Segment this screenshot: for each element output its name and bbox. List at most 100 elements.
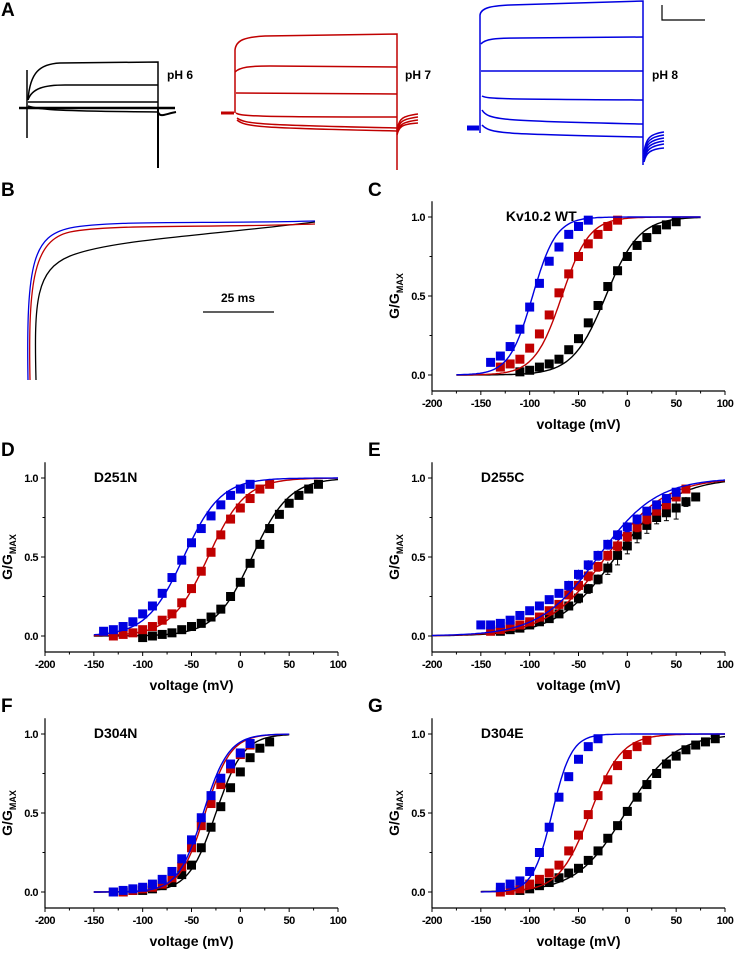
data-point bbox=[642, 735, 652, 745]
data-point bbox=[544, 868, 554, 878]
data-point bbox=[525, 343, 535, 353]
data-point bbox=[583, 318, 593, 328]
data-point bbox=[574, 252, 583, 261]
x-tick-label: 100 bbox=[330, 915, 347, 927]
data-point bbox=[226, 783, 236, 793]
y-tick-label: 0.5 bbox=[411, 291, 425, 303]
data-point bbox=[603, 775, 613, 785]
data-point bbox=[534, 874, 544, 884]
data-point bbox=[652, 500, 662, 510]
data-point bbox=[216, 802, 226, 812]
data-point bbox=[593, 300, 603, 310]
data-point bbox=[525, 879, 535, 889]
data-point bbox=[574, 580, 583, 590]
trace-family-ph7 bbox=[221, 33, 419, 170]
series-ph7 bbox=[456, 215, 701, 376]
x-tick-label: -100 bbox=[133, 915, 153, 927]
trace-ph7-5 bbox=[236, 117, 398, 129]
x-tick-label: -150 bbox=[84, 915, 104, 927]
chart-title: D255C bbox=[481, 469, 525, 485]
trace-ph6-2 bbox=[27, 84, 158, 101]
y-axis-label-subscript: MAX bbox=[395, 790, 405, 810]
data-point bbox=[147, 601, 157, 611]
data-point bbox=[486, 357, 496, 367]
x-tick-label: 100 bbox=[717, 915, 734, 927]
x-tick-label: -50 bbox=[571, 915, 586, 927]
series-ph8 bbox=[480, 733, 725, 893]
series-ph7 bbox=[480, 733, 725, 897]
data-point bbox=[652, 769, 662, 778]
data-point bbox=[226, 592, 236, 601]
series-ph6 bbox=[480, 734, 726, 895]
data-point bbox=[118, 885, 128, 895]
data-point bbox=[505, 879, 515, 889]
data-point bbox=[99, 626, 109, 636]
series-ph8 bbox=[93, 477, 338, 636]
x-tick-label: 0 bbox=[625, 915, 631, 927]
data-point bbox=[495, 882, 505, 892]
data-point bbox=[255, 539, 265, 549]
panel-c: C -200 -150 -100 -50 0 50 100 0.0 0.5 1.0 voltage (… bbox=[368, 180, 734, 432]
data-point bbox=[554, 354, 564, 364]
series-ph8 bbox=[431, 479, 726, 637]
panel-g: G -200 -150 -100 -50 0 50 100 0.0 0.5 1.0 voltage (… bbox=[368, 696, 734, 949]
data-point bbox=[554, 792, 564, 802]
data-point bbox=[564, 846, 574, 856]
data-point bbox=[206, 612, 216, 622]
trace-ph7-1 bbox=[234, 33, 398, 170]
data-point bbox=[206, 822, 216, 832]
panel-b: B 25 ms bbox=[1, 180, 316, 381]
data-point bbox=[495, 362, 505, 372]
data-point bbox=[274, 509, 284, 519]
panel-label-d: D bbox=[1, 440, 15, 461]
data-point bbox=[505, 359, 515, 369]
x-tick-label: 100 bbox=[717, 659, 734, 671]
trace-ph7-6 bbox=[236, 119, 398, 132]
data-point bbox=[128, 617, 138, 627]
data-point bbox=[108, 631, 118, 641]
series-ph6 bbox=[456, 216, 701, 377]
data-point bbox=[593, 574, 603, 584]
series-ph6 bbox=[93, 734, 290, 897]
data-point bbox=[554, 860, 564, 870]
x-axis-label: voltage (mV) bbox=[536, 416, 620, 432]
x-tick-label: -50 bbox=[571, 398, 586, 410]
data-point bbox=[583, 215, 593, 225]
panel-label-f: F bbox=[1, 696, 13, 717]
panel-label-b: B bbox=[1, 180, 15, 201]
data-point bbox=[544, 359, 554, 369]
trace-ph8-2 bbox=[480, 36, 644, 45]
data-point bbox=[304, 484, 314, 494]
data-point bbox=[147, 631, 157, 641]
data-point bbox=[216, 773, 226, 783]
panel-e: E -200 -150 -100 -50 0 50 100 0.0 0.5 1.0 voltage (… bbox=[368, 440, 734, 693]
x-tick-label: -100 bbox=[520, 659, 540, 671]
x-axis-label: voltage (mV) bbox=[149, 933, 233, 949]
data-point bbox=[196, 813, 206, 823]
data-point bbox=[525, 302, 535, 312]
trace-ph8-4 bbox=[481, 95, 644, 101]
data-point bbox=[167, 878, 177, 888]
data-point bbox=[632, 530, 642, 540]
fit-curve bbox=[93, 477, 338, 636]
chart-title: Kv10.2 WT bbox=[506, 208, 577, 224]
data-point bbox=[245, 738, 255, 748]
data-point bbox=[525, 866, 535, 876]
data-point bbox=[226, 490, 236, 500]
data-point bbox=[534, 362, 544, 372]
data-point bbox=[583, 560, 593, 570]
y-tick-label: 1.0 bbox=[24, 729, 38, 741]
data-point bbox=[554, 288, 564, 298]
data-point bbox=[167, 866, 177, 876]
x-tick-label: -50 bbox=[184, 915, 199, 927]
data-point bbox=[515, 884, 525, 894]
data-point bbox=[593, 791, 603, 801]
data-point bbox=[554, 599, 564, 609]
panel-d: D -200 -150 -100 -50 0 50 100 0.0 0.5 1.0 voltage (… bbox=[0, 440, 347, 693]
data-point bbox=[138, 882, 148, 892]
data-point bbox=[632, 240, 642, 250]
y-axis-label: G/GMAX bbox=[386, 790, 405, 836]
y-axis-label-subscript: MAX bbox=[8, 534, 18, 554]
fit-curve bbox=[480, 733, 725, 893]
data-point bbox=[118, 622, 128, 632]
